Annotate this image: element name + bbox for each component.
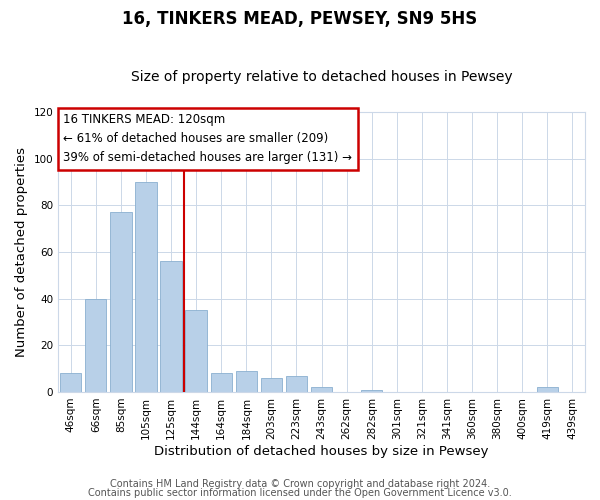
Bar — [261, 378, 282, 392]
Bar — [185, 310, 207, 392]
Bar — [85, 298, 106, 392]
X-axis label: Distribution of detached houses by size in Pewsey: Distribution of detached houses by size … — [154, 444, 489, 458]
Bar — [361, 390, 382, 392]
Bar — [60, 374, 82, 392]
Bar — [211, 374, 232, 392]
Text: 16, TINKERS MEAD, PEWSEY, SN9 5HS: 16, TINKERS MEAD, PEWSEY, SN9 5HS — [122, 10, 478, 28]
Bar — [311, 388, 332, 392]
Bar — [286, 376, 307, 392]
Text: Contains public sector information licensed under the Open Government Licence v3: Contains public sector information licen… — [88, 488, 512, 498]
Bar — [136, 182, 157, 392]
Bar — [236, 371, 257, 392]
Title: Size of property relative to detached houses in Pewsey: Size of property relative to detached ho… — [131, 70, 512, 85]
Bar — [110, 212, 131, 392]
Y-axis label: Number of detached properties: Number of detached properties — [15, 147, 28, 357]
Bar — [537, 388, 558, 392]
Bar — [160, 262, 182, 392]
Text: 16 TINKERS MEAD: 120sqm
← 61% of detached houses are smaller (209)
39% of semi-d: 16 TINKERS MEAD: 120sqm ← 61% of detache… — [64, 114, 352, 164]
Text: Contains HM Land Registry data © Crown copyright and database right 2024.: Contains HM Land Registry data © Crown c… — [110, 479, 490, 489]
